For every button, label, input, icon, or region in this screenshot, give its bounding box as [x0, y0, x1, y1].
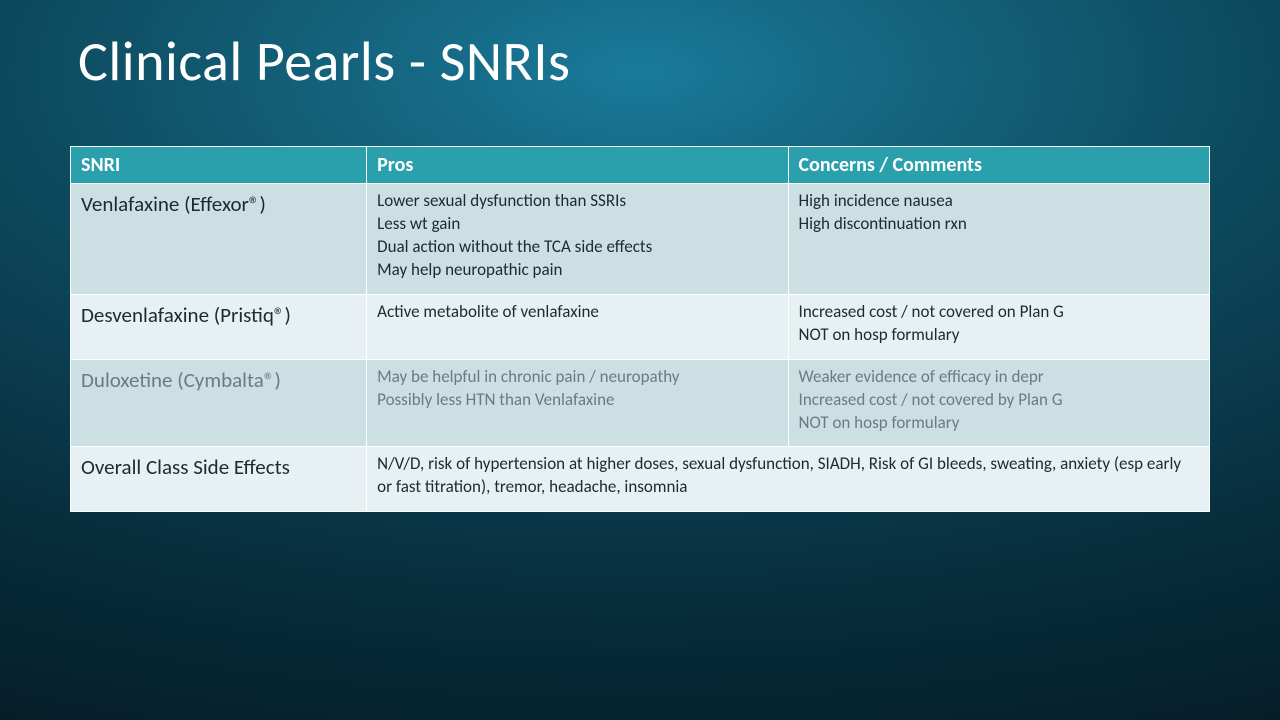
table-row: Desvenlafaxine (Pristiq®) Active metabol…	[71, 294, 1210, 359]
table-row: Overall Class Side Effects N/V/D, risk o…	[71, 447, 1210, 512]
drug-name-cell: Duloxetine (Cymbalta®)	[71, 359, 367, 447]
cons-cell: Increased cost / not covered on Plan G N…	[788, 294, 1209, 359]
table-header-row: SNRI Pros Concerns / Comments	[71, 147, 1210, 184]
col-header-concerns: Concerns / Comments	[788, 147, 1209, 184]
pros-cell: Active metabolite of venlafaxine	[367, 294, 788, 359]
table-row: Duloxetine (Cymbalta®) May be helpful in…	[71, 359, 1210, 447]
snri-table: SNRI Pros Concerns / Comments Venlafaxin…	[70, 146, 1210, 512]
col-header-pros: Pros	[367, 147, 788, 184]
slide: Clinical Pearls - SNRIs SNRI Pros Concer…	[0, 0, 1280, 720]
merged-cell: N/V/D, risk of hypertension at higher do…	[367, 447, 1210, 512]
drug-name-cell: Desvenlafaxine (Pristiq®)	[71, 294, 367, 359]
slide-title: Clinical Pearls - SNRIs	[78, 28, 1210, 96]
pros-cell: Lower sexual dysfunction than SSRIs Less…	[367, 184, 788, 295]
drug-name-cell: Overall Class Side Effects	[71, 447, 367, 512]
col-header-snri: SNRI	[71, 147, 367, 184]
pros-cell: May be helpful in chronic pain / neuropa…	[367, 359, 788, 447]
drug-name-cell: Venlafaxine (Effexor®)	[71, 184, 367, 295]
cons-cell: Weaker evidence of efficacy in depr Incr…	[788, 359, 1209, 447]
cons-cell: High incidence nausea High discontinuati…	[788, 184, 1209, 295]
table-row: Venlafaxine (Effexor®) Lower sexual dysf…	[71, 184, 1210, 295]
